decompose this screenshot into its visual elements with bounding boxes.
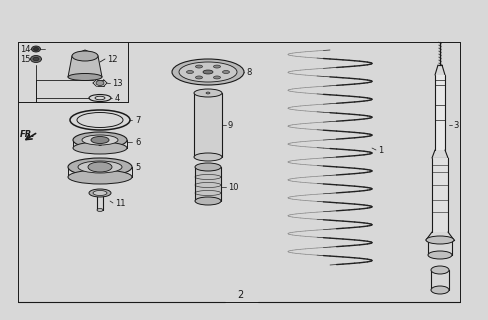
Text: 3: 3 [453,121,458,130]
Polygon shape [195,167,221,201]
Ellipse shape [73,142,127,154]
Ellipse shape [214,76,221,79]
Ellipse shape [206,92,210,94]
Ellipse shape [195,163,221,171]
Text: 2: 2 [237,290,243,300]
Polygon shape [435,75,445,150]
Ellipse shape [194,153,222,161]
Ellipse shape [431,286,449,294]
Ellipse shape [186,70,194,74]
Text: 5: 5 [135,163,140,172]
Ellipse shape [68,158,132,176]
Ellipse shape [73,132,127,148]
Ellipse shape [194,89,222,97]
Ellipse shape [89,189,111,197]
Text: 14: 14 [20,44,31,53]
Ellipse shape [426,236,454,244]
Ellipse shape [68,74,102,81]
Polygon shape [68,50,102,77]
Ellipse shape [172,59,244,85]
Text: 5: 5 [97,139,102,148]
Ellipse shape [33,57,39,61]
Ellipse shape [82,135,118,145]
Ellipse shape [223,70,229,74]
Polygon shape [432,158,448,232]
Ellipse shape [97,209,103,212]
Ellipse shape [93,190,107,196]
Ellipse shape [31,55,41,62]
Ellipse shape [68,170,132,184]
Text: 13: 13 [112,78,122,87]
Text: 1: 1 [378,146,383,155]
Text: 8: 8 [246,68,251,76]
Ellipse shape [88,162,112,172]
Text: FR.: FR. [20,130,36,139]
Polygon shape [194,93,222,157]
Text: 10: 10 [228,182,239,191]
Ellipse shape [196,65,203,68]
Ellipse shape [34,47,39,51]
Text: 6: 6 [135,138,141,147]
Ellipse shape [78,161,122,173]
Ellipse shape [32,46,41,52]
Text: 15: 15 [20,54,31,63]
Ellipse shape [72,51,98,61]
Ellipse shape [203,70,213,74]
Text: 9: 9 [228,121,233,130]
Ellipse shape [428,251,452,259]
Text: 12: 12 [107,54,118,63]
Text: 7: 7 [135,116,141,124]
Ellipse shape [214,65,221,68]
Ellipse shape [96,81,104,85]
Text: 4: 4 [115,93,120,102]
Ellipse shape [179,62,237,82]
Ellipse shape [196,76,203,79]
Ellipse shape [431,266,449,274]
Ellipse shape [91,137,109,143]
Ellipse shape [195,197,221,205]
Text: 11: 11 [115,198,125,207]
